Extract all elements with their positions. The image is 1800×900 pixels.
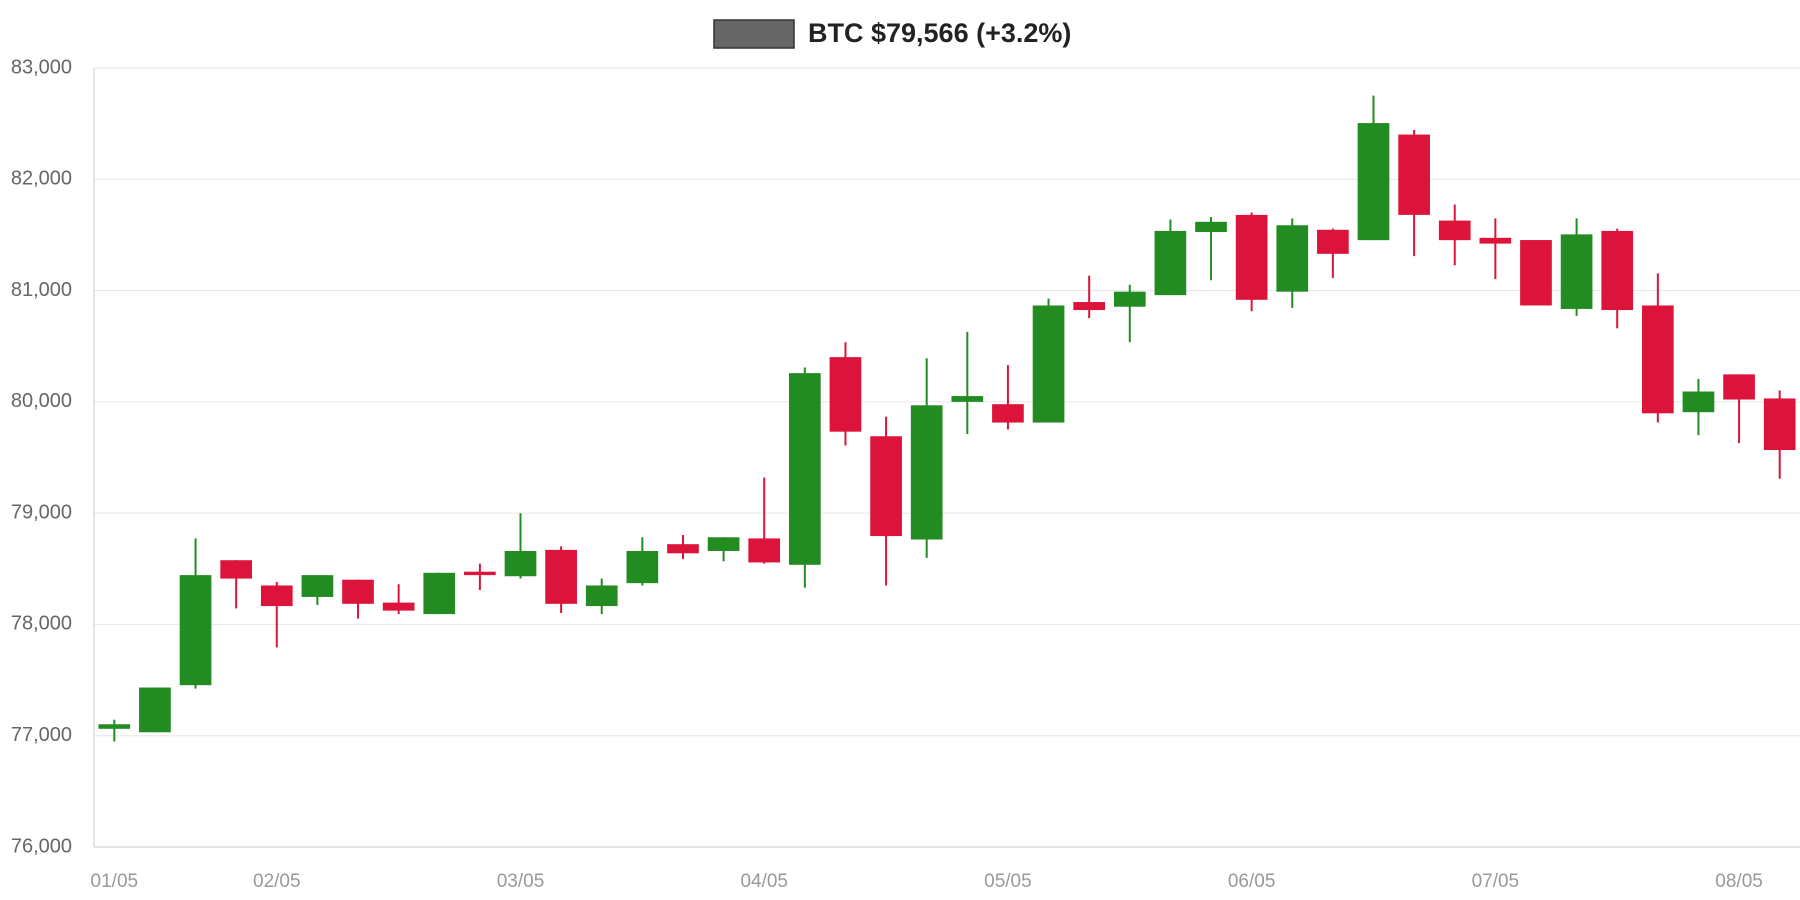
candle-body xyxy=(179,575,212,686)
candle-body xyxy=(788,373,821,565)
candle-body xyxy=(1763,398,1796,451)
y-tick-label: 79,000 xyxy=(11,501,72,523)
candle-body xyxy=(423,572,456,615)
x-tick-label: 06/05 xyxy=(1228,871,1276,892)
candle-body xyxy=(1641,305,1674,414)
candle-body xyxy=(1235,214,1268,300)
y-tick-label: 83,000 xyxy=(11,56,72,78)
candle-body xyxy=(1276,225,1309,292)
candle-body xyxy=(545,549,577,604)
candle-body xyxy=(1195,221,1227,233)
candle-body xyxy=(992,404,1024,423)
candle-body xyxy=(464,571,496,576)
y-tick-label: 80,000 xyxy=(11,390,72,412)
candle-body xyxy=(626,550,659,584)
y-tick-label: 82,000 xyxy=(11,168,72,190)
candle-body xyxy=(220,560,253,579)
candle-body xyxy=(1479,237,1512,244)
candle-body xyxy=(382,602,415,611)
x-tick-label: 03/05 xyxy=(497,871,545,892)
y-tick-label: 78,000 xyxy=(11,613,72,635)
y-tick-label: 77,000 xyxy=(11,724,72,746)
legend-label: BTC $79,566 (+3.2%) xyxy=(808,18,1071,48)
candle-body xyxy=(1317,229,1349,254)
candle-body xyxy=(748,538,781,563)
candle-body xyxy=(829,357,862,432)
candle-body xyxy=(870,436,902,537)
x-tick-label: 08/05 xyxy=(1715,871,1763,892)
candle-body xyxy=(260,585,293,607)
candle-body xyxy=(1154,230,1187,296)
candle-body xyxy=(667,544,699,554)
candle-body xyxy=(585,585,618,607)
candle-body xyxy=(98,724,131,729)
candle-body xyxy=(1398,134,1430,215)
legend-swatch xyxy=(713,19,795,49)
candle-body xyxy=(139,687,171,733)
candle-body xyxy=(1601,230,1634,311)
candle-body xyxy=(1682,391,1715,413)
x-tick-label: 04/05 xyxy=(740,871,788,892)
candle-body xyxy=(504,550,537,577)
candle-body xyxy=(1560,234,1593,309)
candle-body xyxy=(1357,123,1390,241)
candle-body xyxy=(301,575,334,597)
candle-body xyxy=(1520,240,1552,306)
y-tick-label: 81,000 xyxy=(11,279,72,301)
x-tick-label: 02/05 xyxy=(253,871,301,892)
candle-body xyxy=(342,579,374,604)
x-tick-label: 01/05 xyxy=(91,871,139,892)
candle-body xyxy=(1438,220,1471,241)
candle-body xyxy=(1113,291,1146,307)
candle-body xyxy=(1723,374,1755,400)
candle-body xyxy=(1073,302,1106,311)
candle-body xyxy=(707,537,740,551)
x-tick-label: 05/05 xyxy=(984,871,1032,892)
candle-body xyxy=(951,396,984,402)
candle-body xyxy=(1032,305,1065,423)
x-tick-label: 07/05 xyxy=(1472,871,1520,892)
candle-body xyxy=(910,405,943,540)
y-tick-label: 76,000 xyxy=(11,835,72,857)
